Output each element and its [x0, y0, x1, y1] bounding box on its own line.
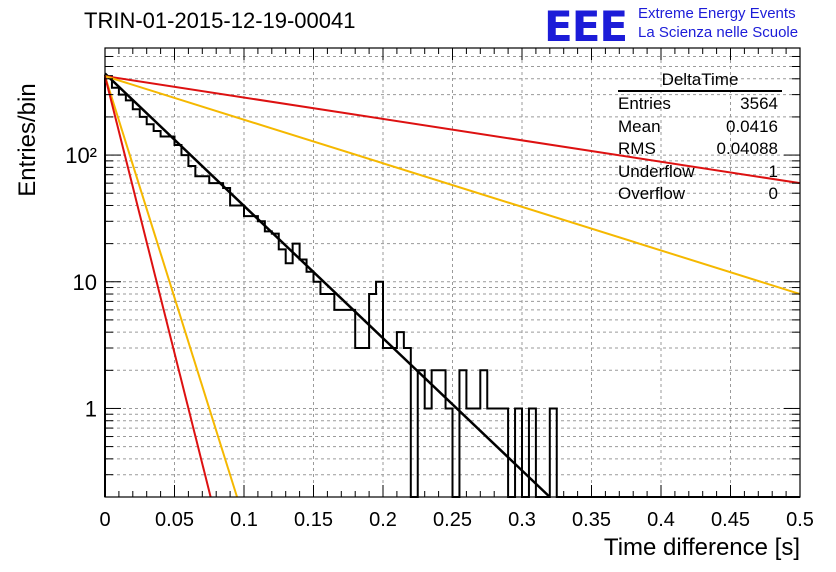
stats-row: RMS 0.04088: [612, 138, 778, 161]
stats-value: 0: [768, 184, 778, 204]
axes: [104, 47, 801, 498]
eee-logo: EEE: [544, 2, 628, 51]
stats-label: RMS: [618, 139, 656, 159]
stats-row: Mean 0.0416: [612, 116, 778, 139]
x-tick-label: 0.3: [508, 509, 536, 531]
stats-label: Underflow: [618, 161, 695, 181]
x-tick-label: 0.45: [711, 509, 750, 531]
exponential-curve: [104, 75, 212, 498]
x-tick-label: 0.35: [572, 509, 611, 531]
chart-title: TRIN-01-2015-12-19-00041: [84, 8, 356, 33]
y-tick-label: 10: [73, 270, 97, 295]
stats-value: 3564: [740, 94, 778, 113]
stats-label: Mean: [618, 116, 661, 136]
x-tick-label: 0.4: [647, 509, 675, 531]
x-tick-label: 0.25: [433, 509, 472, 531]
x-tick-labels: 0 0.05 0.1 0.15 0.2 0.25 0.3 0.35 0.4 0.45 0.5: [99, 509, 813, 531]
stats-box: DeltaTime Entries 3564 Mean 0.0416 RMS 0.04…: [612, 70, 782, 206]
y-tick-label: 1: [85, 396, 97, 421]
stats-row: Entries 3564: [612, 93, 778, 116]
stats-label: Overflow: [618, 184, 686, 204]
stats-value: 0.0416: [726, 116, 778, 136]
x-tick-label: 0.05: [155, 509, 194, 531]
exponential-curve: [104, 75, 801, 295]
x-tick-label: 0: [99, 509, 110, 531]
y-tick-label: 10²: [65, 143, 97, 168]
exponential-curve: [104, 75, 239, 498]
x-tick-label: 0.1: [230, 509, 258, 531]
x-tick-label: 0.5: [786, 509, 814, 531]
stats-label: Entries: [618, 94, 671, 113]
x-axis-label: Time difference [s]: [603, 534, 800, 561]
stats-row: Underflow 1: [612, 161, 778, 184]
fit-curves: [104, 72, 801, 498]
logo-line-1: Extreme Energy Events: [638, 5, 796, 22]
x-tick-label: 0.2: [369, 509, 397, 531]
logo-line-2: La Scienza nelle Scuole: [638, 24, 799, 41]
stats-value: 1: [768, 161, 778, 181]
y-tick-labels: 1 10 10²: [65, 143, 97, 421]
exponential-curve: [104, 72, 551, 498]
stats-value: 0.04088: [716, 139, 778, 159]
x-tick-label: 0.15: [294, 509, 333, 531]
y-axis-label: Entries/bin: [14, 83, 41, 197]
stats-title: DeltaTime: [618, 70, 782, 92]
stats-row: Overflow 0: [612, 183, 778, 206]
exponential-curve: [104, 75, 801, 185]
